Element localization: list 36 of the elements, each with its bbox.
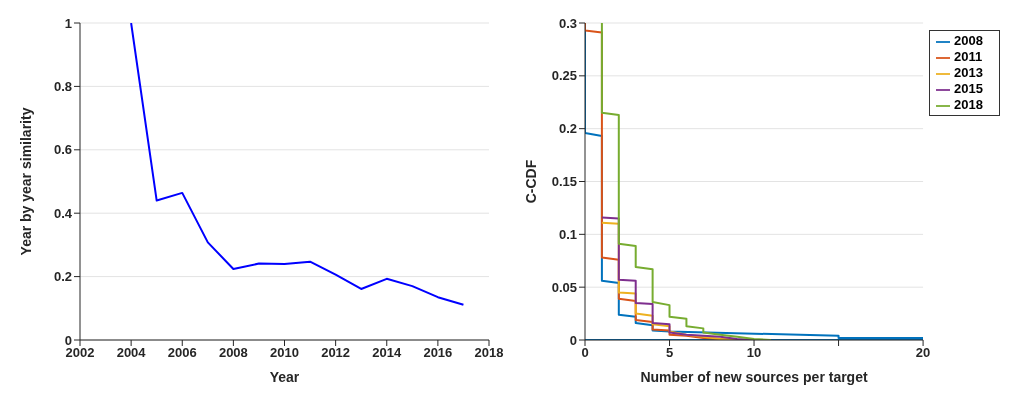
legend-label: 2008: [954, 33, 983, 48]
x-tick-label: 2010: [270, 345, 299, 361]
y-axis-title: Year by year similarity: [17, 107, 34, 256]
y-tick-label: 1: [64, 15, 72, 31]
y-tick-label: 0.4: [53, 205, 73, 221]
x-tick-label: 10: [746, 345, 762, 361]
y-tick-label: 0.2: [558, 121, 577, 137]
x-tick-label: 2012: [321, 345, 351, 361]
x-tick-label: 2006: [167, 345, 197, 361]
x-tick-label: 5: [665, 345, 674, 361]
x-tick-label: 2018: [474, 345, 504, 361]
y-tick-label: 0.8: [53, 79, 72, 95]
y-tick-label: 0.1: [558, 226, 577, 242]
y-tick-label: 0.05: [551, 279, 577, 295]
x-tick-label: 2014: [372, 345, 402, 361]
legend-label: 2013: [954, 65, 983, 80]
y-axis-title: C-CDF: [522, 159, 539, 204]
y-tick-label: 0: [569, 332, 577, 348]
x-axis-title: Number of new sources per target: [640, 369, 868, 385]
x-axis-title: Year: [269, 369, 300, 385]
x-tick-label: 20: [915, 345, 931, 361]
x-tick-label: 2008: [218, 345, 248, 361]
y-tick-label: 0: [64, 332, 72, 348]
x-tick-label: 2002: [65, 345, 95, 361]
x-tick-label: 2016: [423, 345, 453, 361]
line-series: [130, 23, 465, 306]
legend-label: 2015: [954, 81, 983, 96]
y-tick-label: 0.25: [551, 68, 577, 84]
y-tick-label: 0.2: [53, 269, 72, 285]
y-tick-label: 0.6: [53, 142, 72, 158]
x-tick-label: 2004: [116, 345, 147, 361]
y-tick-label: 0.15: [551, 174, 577, 190]
x-tick-label: 0: [581, 345, 589, 361]
legend-label: 2018: [954, 97, 983, 112]
y-tick-label: 0.3: [558, 15, 577, 31]
legend-label: 2011: [954, 49, 983, 64]
